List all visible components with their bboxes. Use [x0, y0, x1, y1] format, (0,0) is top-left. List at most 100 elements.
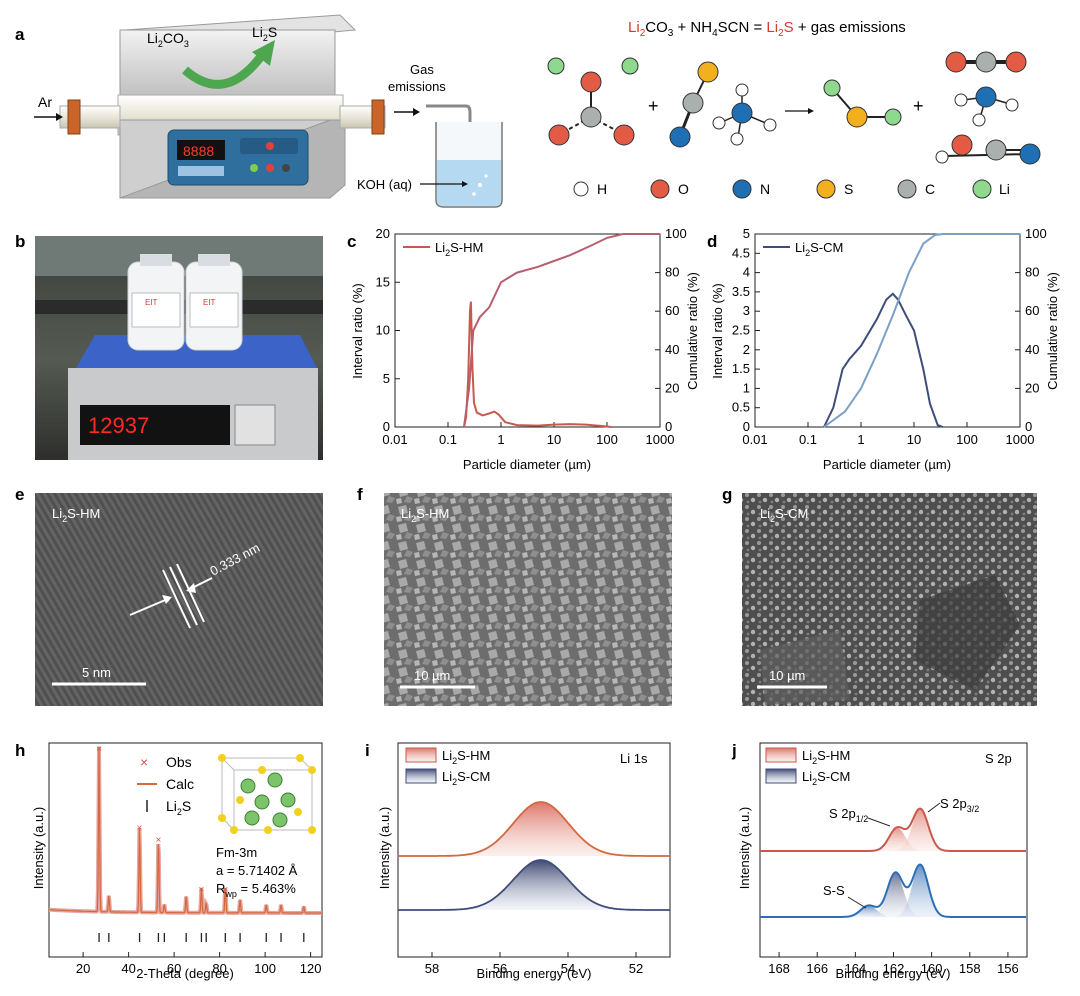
sem-cm-label: Li2S-CM: [760, 506, 808, 524]
panel-e: e Li2S-HM 0.333 nm 5 nm: [15, 485, 323, 706]
y-tick-label: 20: [376, 226, 390, 241]
series-c: [463, 233, 660, 428]
panel-b: b 12937 EIT EIT: [15, 232, 323, 460]
panel-j: j 168 166 164 162 160 158 156 Li2S-HM Li2S-CM …: [731, 741, 1028, 981]
y-axis-left-c: 0 5 10 15 20: [376, 226, 400, 434]
x-tick-label: 40: [121, 961, 135, 976]
x-axis-label-j: Binding energy (eV): [836, 966, 951, 981]
y-axis-right-d: 0 20 40 60 80 100: [1015, 226, 1047, 434]
koh-label: KOH (aq): [357, 177, 412, 192]
component-hm: [760, 827, 1027, 851]
sem-hm-label: Li2S-HM: [401, 506, 449, 524]
envelope-cm: [760, 863, 1026, 918]
legend-label-i-cm: Li2S-CM: [442, 769, 490, 787]
panel-letter-g: g: [722, 485, 732, 504]
x-tick-label: 56: [493, 961, 507, 976]
x-tick-label: 58: [425, 961, 439, 976]
xps-region-label-j: S 2p: [985, 751, 1012, 766]
y2-tick-label: 40: [1025, 342, 1039, 357]
scale-reading: 12937: [88, 413, 149, 438]
rwp-label: Rwp = 5.463%: [216, 881, 296, 899]
y-tick-label: 2: [743, 342, 750, 357]
x-tick-label: 168: [768, 961, 790, 976]
panel-letter-b: b: [15, 232, 25, 251]
y2-tick-label: 80: [1025, 265, 1039, 280]
furnace-display: 8888: [183, 143, 214, 159]
svg-text:O: O: [678, 181, 689, 197]
peak-label-2p12: S 2p1/2: [829, 806, 868, 824]
x-tick-label: 54: [561, 961, 575, 976]
x-tick-label: 164: [845, 961, 867, 976]
bottle-label-2: EIT: [203, 298, 216, 307]
legend-swatch-i-hm: [405, 747, 437, 763]
x-tick-label: 0.01: [382, 432, 407, 447]
legend-label-d: Li2S-CM: [795, 240, 843, 258]
x-axis-i: 58 56 54 52: [425, 952, 643, 976]
y-axis-label-left-d: Interval ratio (%): [710, 283, 725, 378]
space-group-label: Fm-3m: [216, 845, 257, 860]
panel-i: i 58 56 54 52 Li2S-HM Li2S-CM Li 1s Binding…: [365, 741, 671, 981]
y-axis-label-left-c: Interval ratio (%): [350, 283, 365, 378]
photo-bottles-on-scale: 12937 EIT EIT: [35, 236, 323, 460]
x-tick-label: 1: [857, 432, 864, 447]
y-axis-label-right-c: Cumulative ratio (%): [685, 272, 700, 390]
envelope-hm: [760, 807, 1026, 852]
plot-frame-i: [397, 742, 671, 958]
series-i: [398, 801, 670, 911]
tube-furnace-illustration: 8888 Li2CO3 Li2S: [59, 14, 386, 199]
observed-marker: ×: [156, 835, 162, 846]
calculated-pattern: [49, 746, 322, 914]
atom-legend: H O N S C Li: [573, 179, 1010, 199]
y-axis-label-i: Intensity (a.u.): [377, 807, 392, 889]
legend-swatch-j-cm: [765, 768, 797, 784]
svg-text:Li: Li: [999, 181, 1010, 197]
peak-area-hm: [398, 802, 670, 856]
plot-frame-h: [48, 742, 323, 958]
plot-frame-c: [394, 233, 661, 428]
x-tick-label: 10: [547, 432, 561, 447]
panel-letter-e: e: [15, 485, 24, 504]
cumulative-curve: [463, 233, 660, 428]
molecule-hocn: [935, 134, 1041, 165]
y-axis-right-c: 0 20 40 60 80 100: [655, 226, 687, 434]
x-tick-label: 10: [907, 432, 921, 447]
fit-curve-cm: [398, 859, 670, 911]
y-tick-label: 1.5: [732, 361, 750, 376]
molecule-co2: [945, 51, 1027, 73]
x-axis-label-d: Particle diameter (µm): [823, 457, 951, 472]
gas-emissions-label: Gas emissions: [388, 62, 446, 94]
observed-marker: ×: [96, 744, 102, 755]
y-tick-label: 5: [743, 226, 750, 241]
legend-label-i-hm: Li2S-HM: [442, 748, 490, 766]
legend-label-calc: Calc: [166, 776, 194, 792]
y-tick-label: 4: [743, 265, 750, 280]
y-axis-label-j: Intensity (a.u.): [737, 807, 752, 889]
argon-label: Ar: [38, 94, 52, 110]
furnace-input-label: Li2CO3: [147, 30, 189, 49]
plus-sign-1: +: [648, 96, 659, 116]
molecule-li2co3: [547, 57, 639, 146]
legend-label-obs: Obs: [166, 754, 192, 770]
y2-tick-label: 0: [1025, 419, 1032, 434]
y2-tick-label: 100: [1025, 226, 1047, 241]
bottle-label-1: EIT: [145, 298, 158, 307]
x-tick-label: 1: [497, 432, 504, 447]
x-tick-label: 0.1: [439, 432, 457, 447]
molecule-nh4scn: [669, 61, 777, 148]
y-tick-label: 1: [743, 380, 750, 395]
panel-g: g Li2S-CM 10 µm: [722, 485, 1037, 706]
panel-h: h 20 40 60 80 100 120 ×××× × 2-Theta (degree) …: [15, 741, 323, 981]
x-tick-label: 100: [596, 432, 618, 447]
plus-sign-2: +: [913, 96, 924, 116]
x-axis-j: 168 166 164 162 160 158 156: [768, 952, 1019, 976]
lattice-parameter-label: a = 5.71402 Å: [216, 863, 298, 878]
panel-letter-h: h: [15, 741, 25, 760]
scale-label-g: 10 µm: [769, 668, 805, 683]
x-tick-label: 52: [629, 961, 643, 976]
series-j: [760, 807, 1027, 918]
svg-text:N: N: [760, 181, 770, 197]
crystal-structure-icon: [218, 754, 316, 834]
x-tick-label: 20: [76, 961, 90, 976]
y2-tick-label: 0: [665, 419, 672, 434]
legend-label-j-hm: Li2S-HM: [802, 748, 850, 766]
